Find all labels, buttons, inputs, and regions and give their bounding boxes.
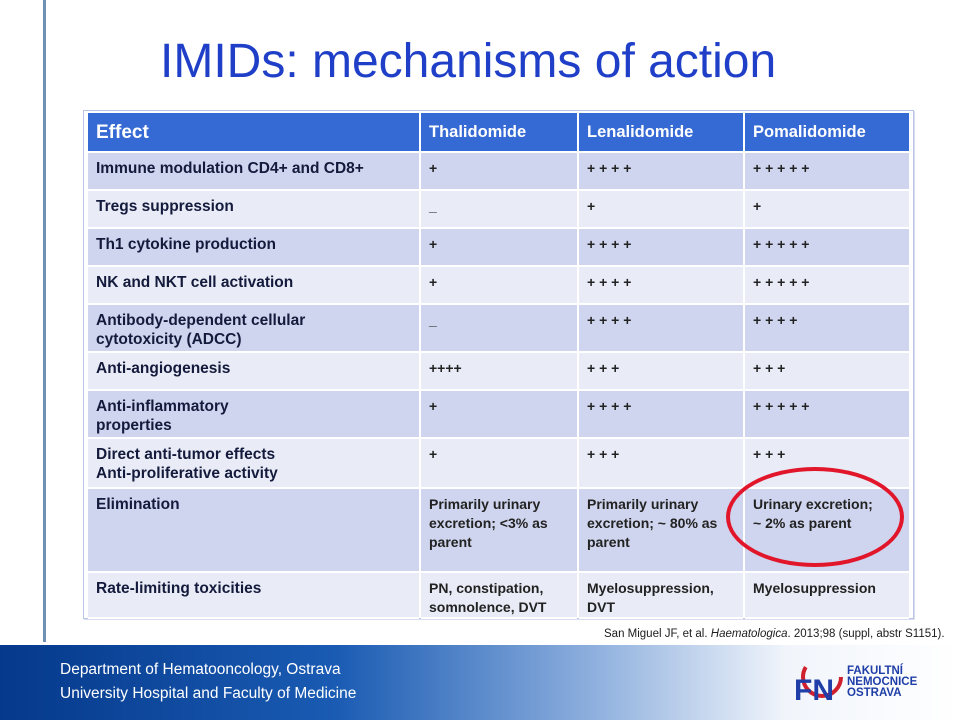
pomalidomide-cell: + + + xyxy=(745,439,909,489)
thalidomide-cell: PN, constipation, somnolence, DVT xyxy=(421,573,577,619)
lenalidomide-cell: Primarily urinary excretion; ~ 80% as pa… xyxy=(579,489,743,573)
table-header-row: Effect Thalidomide Lenalidomide Pomalido… xyxy=(88,113,909,153)
thalidomide-cell: + xyxy=(421,439,577,489)
footer-hospital: University Hospital and Faculty of Medic… xyxy=(60,685,357,702)
cell-line: somnolence, DVT xyxy=(429,599,547,615)
thalidomide-cell: + xyxy=(421,153,577,191)
header-effect: Effect xyxy=(88,113,419,153)
table-row-toxicities: Rate-limiting toxicities PN, constipatio… xyxy=(88,573,909,619)
effect-cell: Elimination xyxy=(88,489,419,573)
slide-title: IMIDs: mechanisms of action xyxy=(160,35,777,88)
footer-band xyxy=(0,645,960,720)
lenalidomide-cell: + xyxy=(579,191,743,229)
left-accent-rule xyxy=(43,0,46,642)
hospital-logo: FN FAKULTNÍ NEMOCNICE OSTRAVA xyxy=(792,654,942,710)
effect-line: properties xyxy=(96,417,172,434)
lenalidomide-cell: + + + xyxy=(579,353,743,391)
effect-cell: Th1 cytokine production xyxy=(88,229,419,267)
effect-cell: Anti-angiogenesis xyxy=(88,353,419,391)
pomalidomide-cell: Urinary excretion; ~ 2% as parent xyxy=(745,489,909,573)
lenalidomide-cell: + + + + xyxy=(579,153,743,191)
logo-line: FAKULTNÍ xyxy=(847,665,904,677)
thalidomide-cell: _ xyxy=(421,305,577,353)
effect-cell: Direct anti-tumor effects Anti-prolifera… xyxy=(88,439,419,489)
thalidomide-cell: + xyxy=(421,391,577,439)
effect-cell: Anti-inflammatory properties xyxy=(88,391,419,439)
cell-line: DVT xyxy=(587,599,615,615)
pomalidomide-cell: + + + + + xyxy=(745,267,909,305)
thalidomide-cell: + xyxy=(421,229,577,267)
effect-cell: Tregs suppression xyxy=(88,191,419,229)
thalidomide-cell: + xyxy=(421,267,577,305)
citation-authors: San Miguel JF, et al. xyxy=(604,628,708,640)
citation: San Miguel JF, et al. Haematologica. 201… xyxy=(604,628,945,640)
cell-line: Primarily urinary xyxy=(587,496,699,512)
cell-line: excretion; <3% as xyxy=(429,515,548,531)
table-row-tregs: Tregs suppression _ + + xyxy=(88,191,909,229)
lenalidomide-cell: Myelosuppression, DVT xyxy=(579,573,743,619)
pomalidomide-cell: Myelosuppression xyxy=(745,573,909,619)
header-thalidomide: Thalidomide xyxy=(421,113,577,153)
effect-line: Anti-inflammatory xyxy=(96,398,229,415)
logo-line: NEMOCNICE xyxy=(847,676,918,688)
effect-line: Antibody-dependent cellular xyxy=(96,312,306,329)
cell-line: parent xyxy=(429,534,472,550)
header-lenalidomide: Lenalidomide xyxy=(579,113,743,153)
pomalidomide-cell: + + + + xyxy=(745,305,909,353)
table-row-anti-tumor: Direct anti-tumor effects Anti-prolifera… xyxy=(88,439,909,489)
effect-line: cytotoxicity (ADCC) xyxy=(96,331,242,348)
effect-cell: Rate-limiting toxicities xyxy=(88,573,419,619)
lenalidomide-cell: + + + + xyxy=(579,267,743,305)
footer-department: Department of Hematooncology, Ostrava xyxy=(60,661,341,678)
lenalidomide-cell: + + + + xyxy=(579,229,743,267)
logo-initials: FN xyxy=(794,674,834,707)
thalidomide-cell: ++++ xyxy=(421,353,577,391)
lenalidomide-cell: + + + xyxy=(579,439,743,489)
table-row-nk: NK and NKT cell activation + + + + + + +… xyxy=(88,267,909,305)
effect-line: Direct anti-tumor effects xyxy=(96,446,276,463)
table-row-angiogenesis: Anti-angiogenesis ++++ + + + + + + xyxy=(88,353,909,391)
fno-logo-icon: FN xyxy=(794,656,843,707)
lenalidomide-cell: + + + + xyxy=(579,391,743,439)
effect-line: Anti-proliferative activity xyxy=(96,465,278,482)
cell-line: Primarily urinary xyxy=(429,496,541,512)
cell-line: PN, constipation, xyxy=(429,580,544,596)
table-row-elimination: Elimination Primarily urinary excretion;… xyxy=(88,489,909,573)
cell-line: ~ 2% as parent xyxy=(753,515,852,531)
effect-cell: NK and NKT cell activation xyxy=(88,267,419,305)
logo-line: OSTRAVA xyxy=(847,687,902,699)
lenalidomide-cell: + + + + xyxy=(579,305,743,353)
table-row-immune-modulation: Immune modulation CD4+ and CD8+ + + + + … xyxy=(88,153,909,191)
pomalidomide-cell: + + + + + xyxy=(745,153,909,191)
header-pomalidomide: Pomalidomide xyxy=(745,113,909,153)
cell-line: excretion; ~ 80% as xyxy=(587,515,718,531)
effect-cell: Antibody-dependent cellular cytotoxicity… xyxy=(88,305,419,353)
pomalidomide-cell: + + + + + xyxy=(745,391,909,439)
citation-journal: Haematologica xyxy=(710,628,788,640)
table-row-th1: Th1 cytokine production + + + + + + + + … xyxy=(88,229,909,267)
pomalidomide-cell: + + + xyxy=(745,353,909,391)
pomalidomide-cell: + + + + + xyxy=(745,229,909,267)
thalidomide-cell: Primarily urinary excretion; <3% as pare… xyxy=(421,489,577,573)
logo-wordmark: FAKULTNÍ NEMOCNICE OSTRAVA xyxy=(847,665,918,699)
effect-cell: Immune modulation CD4+ and CD8+ xyxy=(88,153,419,191)
table-row-adcc: Antibody-dependent cellular cytotoxicity… xyxy=(88,305,909,353)
effects-table-frame: Effect Thalidomide Lenalidomide Pomalido… xyxy=(83,110,914,619)
table-row-anti-inflammatory: Anti-inflammatory properties + + + + + +… xyxy=(88,391,909,439)
effects-table: Effect Thalidomide Lenalidomide Pomalido… xyxy=(86,113,911,619)
pomalidomide-cell: + xyxy=(745,191,909,229)
citation-details: 2013;98 (suppl, abstr S1151). xyxy=(793,628,945,640)
cell-line: parent xyxy=(587,534,630,550)
cell-line: Urinary excretion; xyxy=(753,496,873,512)
cell-line: Myelosuppression, xyxy=(587,580,714,596)
thalidomide-cell: _ xyxy=(421,191,577,229)
